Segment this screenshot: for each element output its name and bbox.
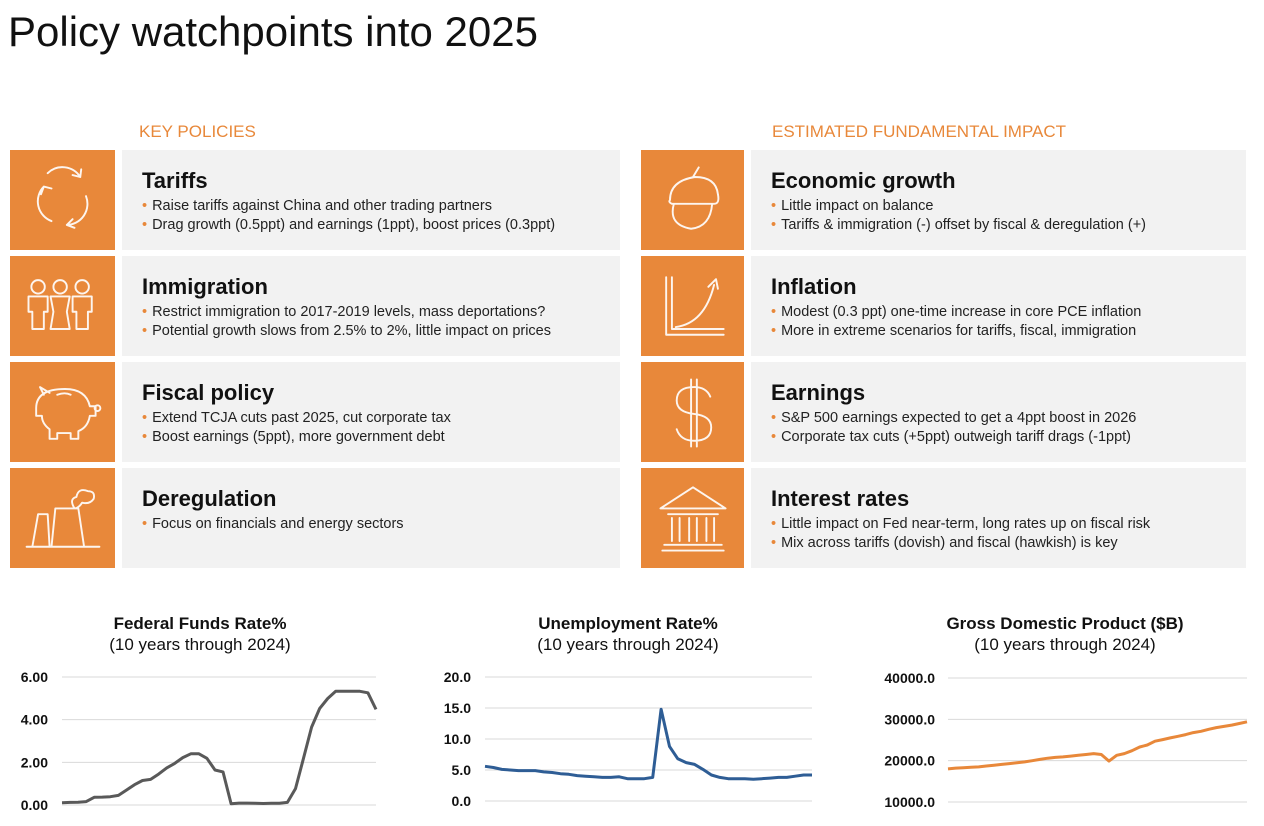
series-line [61,689,378,806]
bullet: Potential growth slows from 2.5% to 2%, … [142,322,620,341]
policies-card-deregulation: Deregulation Focus on financials and ener… [10,468,620,568]
bullet: Focus on financials and energy sectors [142,515,620,534]
bullet: Little impact on balance [771,197,1246,216]
bullet: Raise tariffs against China and other tr… [142,197,620,216]
y-tick-label: 6.00 [21,669,48,685]
card-title: Deregulation [142,486,277,511]
chart-title: Gross Domestic Product ($B) (10 years thr… [885,613,1245,655]
icon-box [10,256,115,356]
bullet: Restrict immigration to 2017-2019 levels… [142,303,620,322]
icon-box [641,468,744,568]
series-line [484,707,812,781]
bank-icon [658,486,727,552]
acorn-icon [667,166,719,230]
icon-box [10,150,115,250]
bullet: Tariffs & immigration (-) offset by fisc… [771,216,1246,235]
bullet: S&P 500 earnings expected to get a 4ppt … [771,409,1246,428]
y-tick-label: 20.0 [444,669,471,685]
bullet: Modest (0.3 ppt) one-time increase in co… [771,303,1246,322]
card-title: Inflation [771,274,857,299]
y-tick-label: 4.00 [21,712,48,728]
dollar-icon [675,378,712,448]
policies-card-fiscal-policy: Fiscal policy Extend TCJA cuts past 2025,… [10,362,620,462]
chart-title-text: Gross Domestic Product ($B) [946,614,1184,633]
y-tick-label: 2.00 [21,754,48,770]
text-box: Tariffs Raise tariffs against China and o… [122,150,620,250]
y-tick-label: 15.0 [444,700,471,716]
y-tick-label: 0.0 [452,793,472,809]
policies-card-immigration: Immigration Restrict immigration to 2017-… [10,256,620,356]
text-box: Economic growth Little impact on balanceT… [751,150,1246,250]
card-title: Interest rates [771,486,910,511]
y-tick-label: 10000.0 [884,794,935,810]
impacts-card-inflation: Inflation Modest (0.3 ppt) one-time incre… [641,256,1246,356]
factory-icon [25,489,100,548]
piggy-bank-icon [34,386,101,440]
people-icon [27,279,93,330]
policies-card-tariffs: Tariffs Raise tariffs against China and o… [10,150,620,250]
chart-title: Federal Funds Rate% (10 years through 202… [20,613,380,655]
text-box: Earnings S&P 500 earnings expected to get… [751,362,1246,462]
text-box: Inflation Modest (0.3 ppt) one-time incre… [751,256,1246,356]
card-title: Immigration [142,274,268,299]
icon-box [641,150,744,250]
text-box: Deregulation Focus on financials and ener… [122,468,620,568]
y-tick-label: 20000.0 [884,753,935,769]
cycle-arrows-icon [36,166,88,229]
chart-title-text: Federal Funds Rate% [113,614,287,633]
card-title: Earnings [771,380,866,405]
text-box: Immigration Restrict immigration to 2017-… [122,256,620,356]
text-box: Fiscal policy Extend TCJA cuts past 2025,… [122,362,620,462]
impacts-card-interest-rates: Interest rates Little impact on Fed near-… [641,468,1246,568]
bullet: More in extreme scenarios for tariffs, f… [771,322,1246,341]
y-tick-label: 10.0 [444,731,471,747]
bullet: Boost earnings (5ppt), more government d… [142,428,620,447]
icon-box [10,362,115,462]
chart-subtitle: (10 years through 2024) [974,635,1156,654]
impacts-card-economic-growth: Economic growth Little impact on balanceT… [641,150,1246,250]
chart-subtitle: (10 years through 2024) [109,635,291,654]
chart-subtitle: (10 years through 2024) [537,635,719,654]
y-tick-label: 40000.0 [884,670,935,686]
chart-title: Unemployment Rate% (10 years through 2024… [448,613,808,655]
bullet: Mix across tariffs (dovish) and fiscal (… [771,534,1246,553]
chart-title-text: Unemployment Rate% [538,614,718,633]
bullet: Little impact on Fed near-term, long rat… [771,515,1246,534]
y-tick-label: 5.0 [452,762,472,778]
icon-box [641,256,744,356]
bullet: Drag growth (0.5ppt) and earnings (1ppt)… [142,216,620,235]
impacts-card-earnings: Earnings S&P 500 earnings expected to get… [641,362,1246,462]
growth-chart-icon [664,276,725,336]
key-policies-heading: KEY POLICIES [139,122,256,141]
y-tick-label: 30000.0 [884,711,935,727]
page-title: Policy watchpoints into 2025 [8,8,538,55]
card-title: Tariffs [142,168,208,193]
y-tick-label: 0.00 [21,797,48,813]
series-line [947,720,1248,771]
icon-box [10,468,115,568]
card-title: Economic growth [771,168,956,193]
icon-box [641,362,744,462]
bullet: Extend TCJA cuts past 2025, cut corporat… [142,409,620,428]
bullet: Corporate tax cuts (+5ppt) outweigh tari… [771,428,1246,447]
impact-heading: ESTIMATED FUNDAMENTAL IMPACT [772,122,1067,141]
card-title: Fiscal policy [142,380,275,405]
text-box: Interest rates Little impact on Fed near-… [751,468,1246,568]
